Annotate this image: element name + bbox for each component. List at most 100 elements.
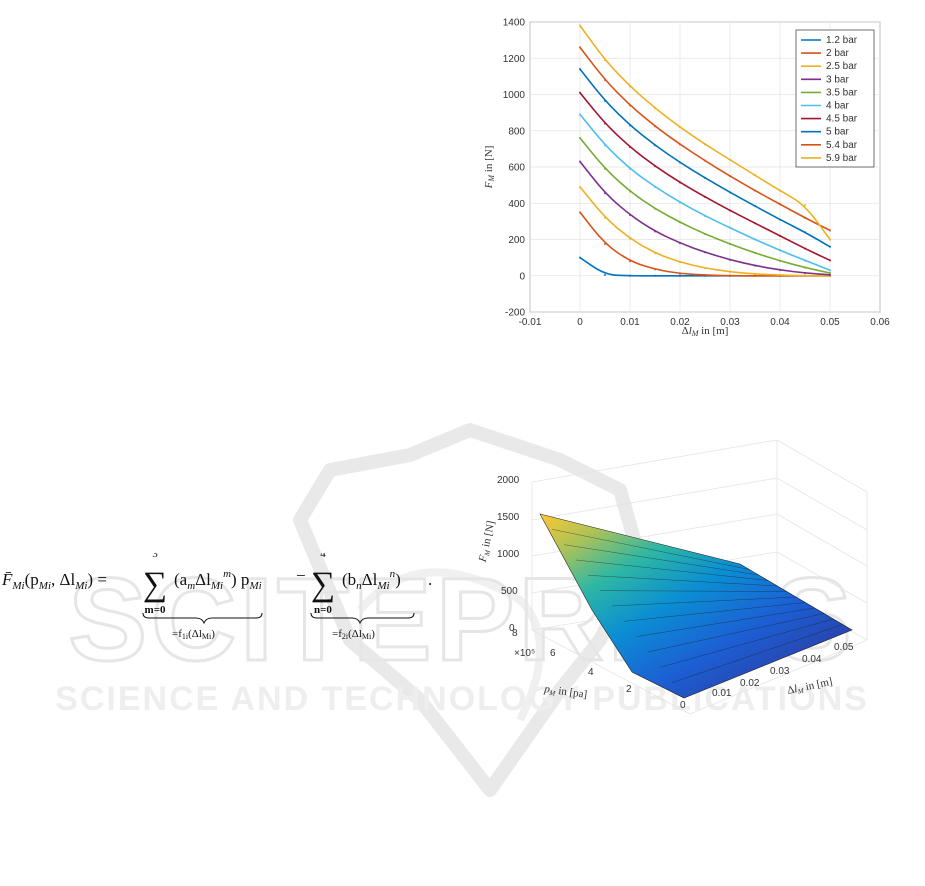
data-point (678, 261, 682, 264)
data-point (753, 264, 757, 267)
series-line-5-4-bar (579, 46, 831, 232)
x-tick-label: 0.04 (802, 654, 822, 665)
eq-lhs: F̄ (1, 570, 13, 589)
legend-entry: 2.5 bar (826, 61, 858, 72)
data-point (603, 122, 607, 125)
legend-entry: 5.4 bar (826, 140, 858, 151)
y-tick-label: 4 (588, 667, 594, 678)
data-point (628, 190, 632, 193)
y-axis-label: FM in [N] (483, 146, 496, 190)
data-point (678, 181, 682, 184)
svg-text:(bnΔlMin): (bnΔlMin) (342, 568, 401, 592)
data-point (753, 222, 757, 225)
data-point (778, 273, 782, 277)
data-point (778, 268, 782, 272)
x-tick-label: 0.01 (620, 317, 640, 328)
y-axis-label: pM in [pa] (542, 683, 587, 702)
mesh-line (611, 596, 797, 607)
data-point (578, 211, 582, 214)
data-point (728, 191, 732, 194)
mesh-line (671, 624, 843, 683)
mesh-line (575, 559, 769, 581)
underbrace-2 (310, 612, 415, 625)
legend-entry: 4 bar (826, 101, 849, 112)
x-tick-label: 0.03 (770, 666, 790, 677)
svg-text:F̄Mi(pMi, ΔlMi) =: F̄Mi(pMi, ΔlMi) = (1, 570, 107, 592)
data-point (728, 226, 732, 229)
data-point (628, 213, 632, 217)
x-tick-label: 0.04 (770, 317, 790, 328)
x-tick-label: 0.05 (834, 642, 854, 653)
surface-mesh-lines (551, 529, 843, 683)
mesh-line (563, 544, 759, 576)
y-tick-label: 1400 (503, 18, 526, 29)
y-tick-label: -200 (505, 308, 525, 319)
watermark-swoosh (356, 568, 544, 722)
data-point (703, 232, 707, 236)
data-point (678, 274, 682, 277)
data-point (678, 242, 682, 245)
data-point (653, 164, 657, 168)
mesh-line (551, 529, 750, 570)
x-tick-label: 0.03 (720, 317, 740, 328)
data-point (578, 160, 582, 163)
y-tick-label: 0 (680, 700, 686, 711)
data-point (828, 229, 832, 232)
data-point (578, 136, 582, 140)
data-series (578, 24, 832, 277)
data-point (653, 274, 657, 277)
y-tick-label: 1200 (503, 54, 526, 65)
data-point (803, 259, 807, 262)
force-displacement-line-chart: -0.01 0 0.01 0.02 0.03 0.04 0.05 0.06 -200 0 200 4… (483, 18, 890, 339)
data-point (603, 216, 607, 219)
z-tick-label: 1000 (497, 549, 520, 560)
y-tick-label: 400 (508, 199, 525, 210)
data-point (753, 204, 757, 208)
data-point (603, 242, 607, 246)
legend: 1.2 bar 2 bar 2.5 bar 3 bar 3.5 bar 4 bar 4.5 … (795, 29, 875, 168)
data-point (803, 216, 807, 219)
svg-text:(amΔlMim) pMi: (amΔlMim) pMi (174, 568, 262, 592)
data-point (753, 189, 757, 192)
data-point (778, 189, 782, 192)
series-line-3-5-bar (579, 137, 831, 274)
data-point (753, 174, 757, 177)
z-tick-label: 500 (501, 586, 518, 597)
x-tick-label: 0.05 (820, 317, 840, 328)
data-point (578, 113, 582, 116)
y-tick-labels: -200 0 200 400 600 800 1000 1200 1400 (503, 18, 526, 319)
x-axis-label: ΔlM in [m] (786, 676, 834, 698)
svg-text:=f2i(ΔlMi): =f2i(ΔlMi) (332, 628, 375, 641)
data-point (828, 269, 832, 272)
data-point (728, 242, 732, 246)
data-point (678, 143, 682, 146)
data-point (753, 251, 757, 255)
z-axis-label: FM in [N] (477, 520, 499, 565)
data-point (603, 58, 607, 62)
y-tick-label: 1000 (503, 90, 526, 101)
y-tick-label: 6 (550, 648, 556, 659)
data-point (778, 218, 782, 221)
mesh-line (635, 607, 815, 637)
legend-entry: 5.9 bar (826, 153, 858, 164)
data-point (628, 85, 632, 88)
data-point (578, 256, 582, 259)
mesh-line (599, 590, 787, 592)
sum1-upper: 3 (152, 553, 158, 560)
data-point (578, 91, 582, 94)
data-point (728, 174, 732, 178)
sum1-symbol: ∑ (143, 566, 167, 603)
data-point (628, 124, 632, 127)
series-line-5-bar (579, 68, 831, 248)
data-point (703, 214, 707, 218)
data-point (703, 267, 707, 270)
data-point (803, 266, 807, 269)
eq-minus: − (296, 566, 306, 585)
data-point (628, 167, 632, 170)
y-tick-label: 2 (626, 684, 632, 695)
legend-entry: 4.5 bar (826, 114, 858, 125)
data-point (753, 238, 757, 241)
eq-period: . (428, 570, 432, 589)
data-point (828, 259, 832, 262)
y-tick-label: 0 (519, 271, 525, 282)
